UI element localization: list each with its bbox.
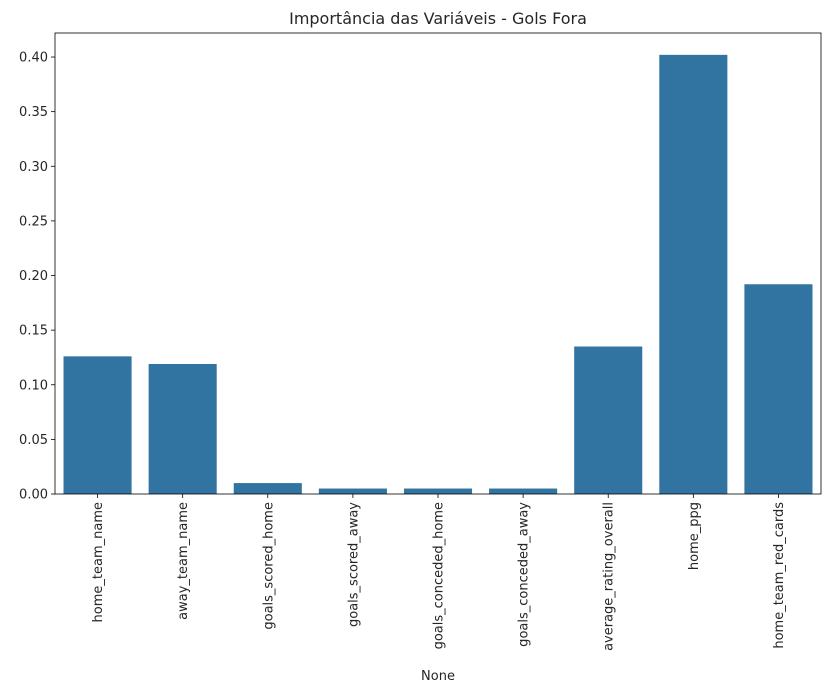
x-tick-label: goals_scored_home	[261, 502, 276, 630]
bar-average_rating_overall	[574, 346, 643, 494]
bar-home_ppg	[659, 54, 728, 495]
bar-home_team_red_cards	[744, 284, 813, 494]
y-tick-label: 0.30	[19, 160, 48, 175]
bar-goals_conceded_away	[489, 488, 558, 494]
y-tick-label: 0.35	[19, 105, 48, 120]
y-tick-label: 0.20	[19, 269, 48, 284]
y-tick-label: 0.15	[19, 324, 48, 339]
bar-goals_scored_home	[233, 483, 302, 494]
bar-home_team_name	[63, 356, 132, 494]
x-tick-label: goals_conceded_home	[432, 502, 447, 649]
bar-away_team_name	[148, 364, 217, 494]
y-tick-label: 0.00	[19, 488, 48, 503]
y-tick-label: 0.05	[19, 433, 48, 448]
x-tick-label: home_ppg	[687, 502, 702, 570]
x-tick-label: home_team_name	[91, 502, 106, 622]
bar-goals_scored_away	[318, 488, 387, 494]
y-tick-label: 0.40	[19, 51, 48, 66]
bar-goals_conceded_home	[403, 488, 473, 494]
x-tick-label: home_team_red_cards	[772, 502, 787, 649]
chart-title: Importância das Variáveis - Gols Fora	[289, 9, 587, 28]
y-tick-label: 0.25	[19, 214, 48, 229]
x-axis-label: None	[421, 669, 455, 684]
x-tick-label: average_rating_overall	[602, 502, 617, 651]
plot-area: 0.00 0.05 0.10 0.15 0.20 0.25 0.30 0.35 0.40 home…	[19, 32, 822, 651]
x-tick-label: away_team_name	[176, 502, 191, 620]
x-tick-label: goals_scored_away	[346, 502, 361, 627]
y-tick-label: 0.10	[19, 378, 48, 393]
x-tick-label: goals_conceded_away	[517, 502, 532, 647]
